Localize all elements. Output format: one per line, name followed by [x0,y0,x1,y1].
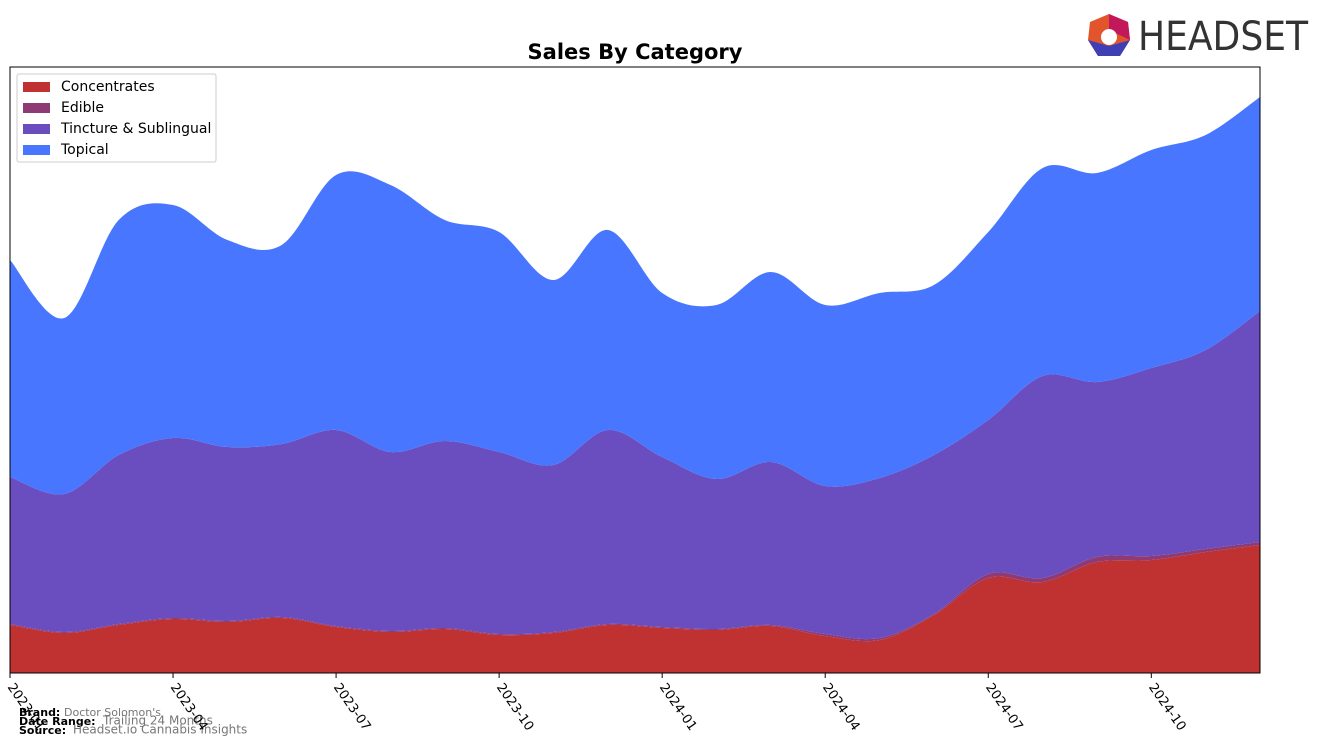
plot-frame [9,66,1261,674]
legend-label: Edible [61,100,104,116]
footer-value: Headset.io Cannabis Insights [73,723,247,737]
legend-label: Concentrates [61,79,155,95]
x-tick-label: 2024-07 [982,681,1025,734]
area [10,311,1260,640]
footer-label: Date Range: [19,715,96,728]
x-tick-label: 2024-04 [819,681,862,734]
footer-label: Source: [19,724,66,737]
logo-text: HEADSET [1138,14,1309,60]
x-tick-label: 2023-10 [493,681,536,734]
footer: Brand: Doctor Solomon's Date Range: Trai… [19,706,247,737]
x-tick-label: 2024-01 [656,681,699,734]
x-tick-label: 2023-07 [330,681,373,734]
legend-swatch [23,145,50,155]
legend-label: Tincture & Sublingual [60,121,211,137]
logo-icon [1088,40,1130,56]
legend-swatch [23,103,50,113]
area [10,97,1260,495]
chart-title: Sales By Category [528,40,743,64]
logo-icon [1101,29,1117,45]
legend-swatch [23,124,50,134]
logo: HEADSET [1088,14,1309,60]
logo-icon [1109,14,1130,40]
legend-label: Topical [60,142,109,158]
footer-label: Brand: [19,706,60,719]
area [10,545,1260,673]
footer-value: Trailing 24 Months [102,714,213,728]
footer-value: Doctor Solomon's [64,706,161,719]
legend-box [16,73,217,163]
x-tick-label: 2024-10 [1145,681,1188,734]
legend-swatch [23,82,50,92]
